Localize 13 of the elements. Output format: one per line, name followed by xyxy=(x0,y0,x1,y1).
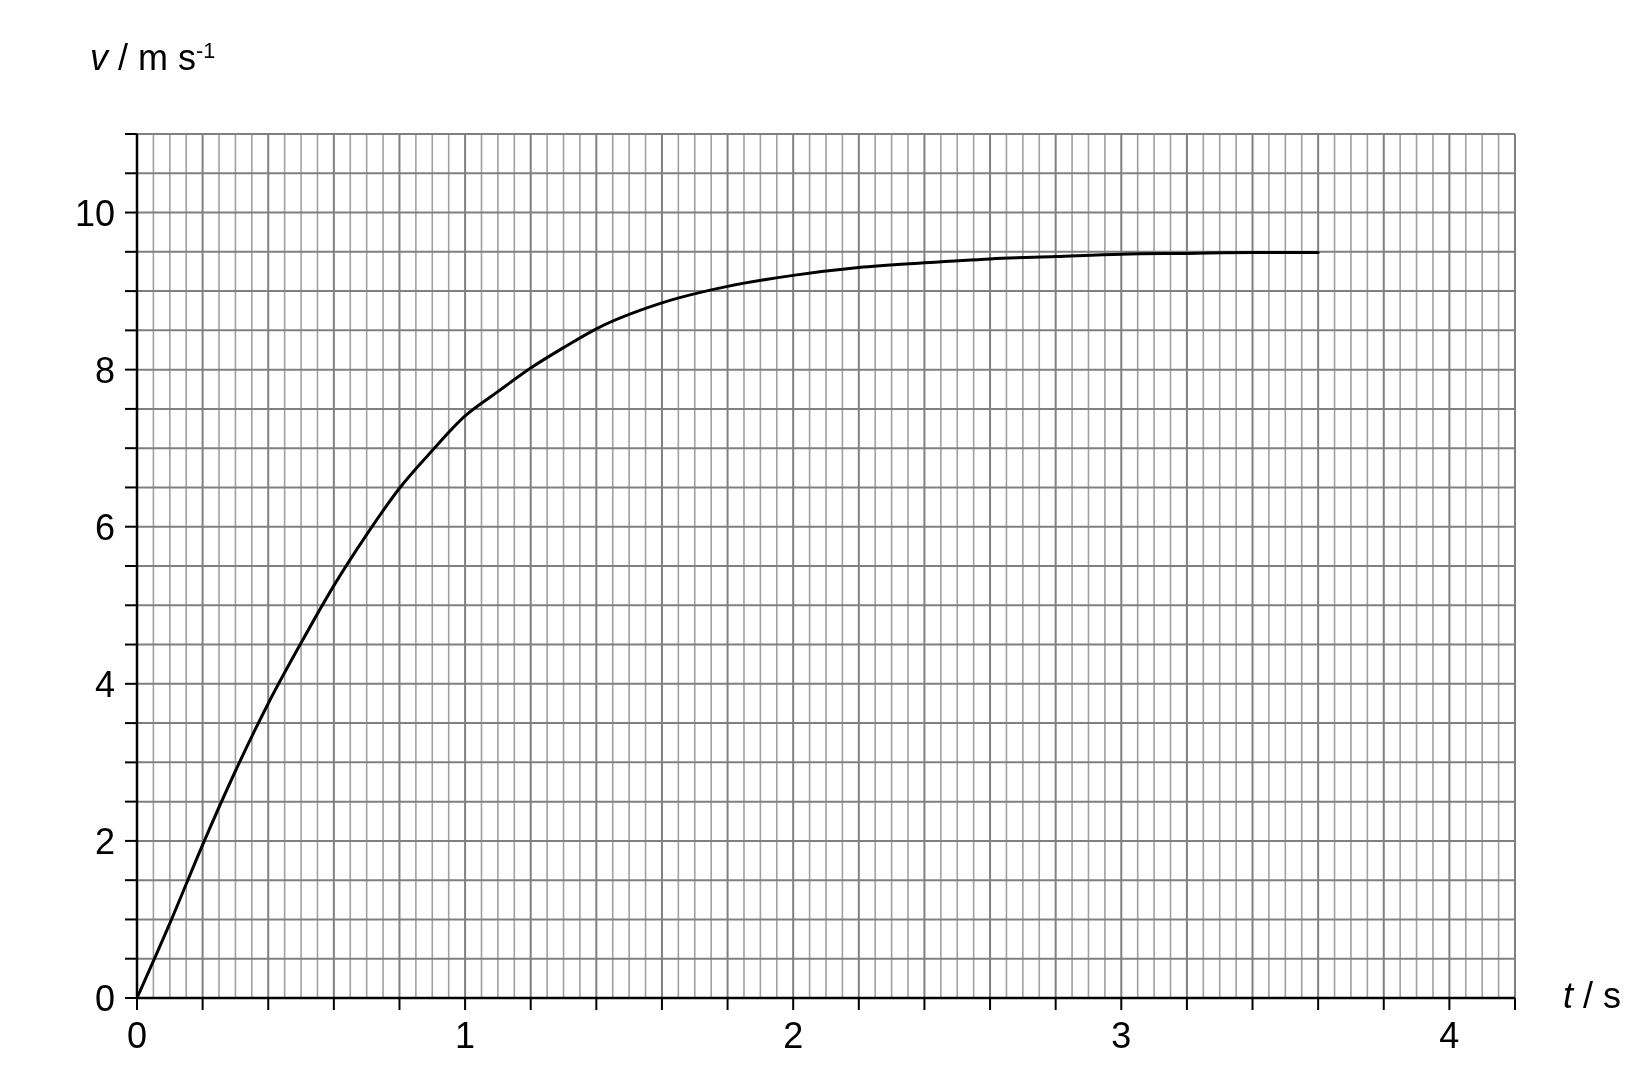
y-axis-title: v / m s$^{-1}$ xyxy=(90,37,216,78)
x-tick-label: 3 xyxy=(1111,1015,1132,1056)
y-tick-label: 10 xyxy=(74,192,115,234)
y-tick-label: 6 xyxy=(94,506,115,548)
y-tick-label: 8 xyxy=(94,349,115,391)
x-tick-label: 1 xyxy=(455,1015,476,1056)
x-tick-label: 0 xyxy=(126,1015,148,1056)
y-tick-label: 4 xyxy=(94,663,115,705)
x-tick-label: 2 xyxy=(783,1015,804,1056)
y-tick-label: 2 xyxy=(94,820,115,862)
x-tick-label: 4 xyxy=(1439,1015,1460,1056)
x-axis-title: t / s xyxy=(1563,975,1622,1016)
y-tick-label: 0 xyxy=(94,978,115,1019)
